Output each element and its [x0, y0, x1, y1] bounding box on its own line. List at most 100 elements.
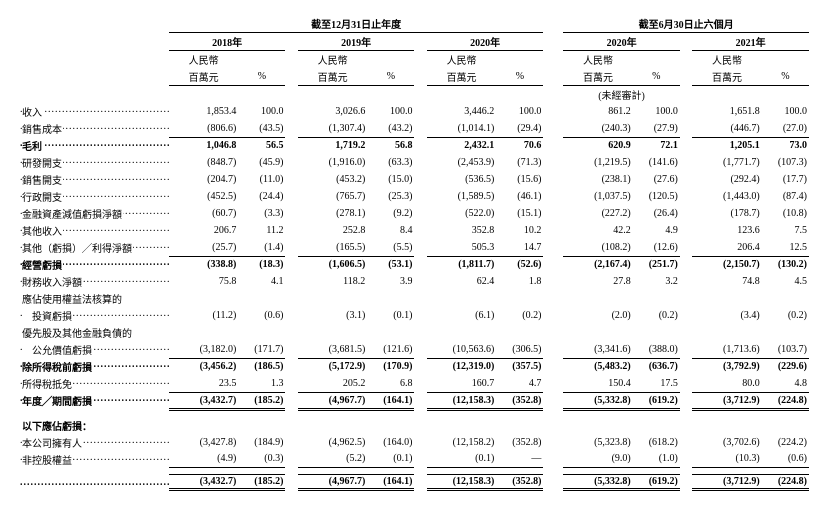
- cell-value: (1,589.5): [427, 188, 496, 205]
- cell-value: (130.2): [762, 256, 809, 273]
- row-label: 年度╱期間虧損: [20, 392, 169, 409]
- unaudited-label: (未經審計): [563, 86, 680, 104]
- cell-value: (388.0): [633, 341, 680, 358]
- cell-value: (238.1): [563, 171, 632, 188]
- cell-value: 1,205.1: [692, 137, 761, 154]
- cell-value: 8.4: [367, 222, 414, 239]
- cell-value: (4,967.7): [298, 475, 367, 490]
- cell-value: (1,771.7): [692, 154, 761, 171]
- cell-value: [367, 324, 414, 341]
- cell-value: 123.6: [692, 222, 761, 239]
- cell-value: [238, 417, 285, 434]
- cell-value: [367, 417, 414, 434]
- row-label: 投資虧損: [20, 307, 169, 324]
- table-row: 行政開支(452.5)(24.4)(765.7)(25.3)(1,589.5)(…: [20, 188, 809, 205]
- table-row: 毛利1,046.856.51,719.256.82,432.170.6620.9…: [20, 137, 809, 154]
- cell-value: (227.2): [563, 205, 632, 222]
- cell-value: (251.7): [633, 256, 680, 273]
- table-row: 銷售成本(806.6)(43.5)(1,307.4)(43.2)(1,014.1…: [20, 120, 809, 137]
- cell-value: (0.2): [762, 307, 809, 324]
- row-label: 所得稅抵免: [20, 375, 169, 392]
- cell-value: (53.1): [367, 256, 414, 273]
- cell-value: (63.3): [367, 154, 414, 171]
- cell-value: (2,150.7): [692, 256, 761, 273]
- cell-value: 73.0: [762, 137, 809, 154]
- cell-value: (1,713.6): [692, 341, 761, 358]
- cell-value: (806.6): [169, 120, 238, 137]
- cell-value: (184.9): [238, 434, 285, 451]
- cell-value: (3.3): [238, 205, 285, 222]
- cell-value: 100.0: [496, 103, 543, 120]
- cell-value: (278.1): [298, 205, 367, 222]
- table-row: 財務收入淨額75.84.1118.23.962.41.827.83.274.84…: [20, 273, 809, 290]
- cell-value: 352.8: [427, 222, 496, 239]
- cell-value: (352.8): [496, 434, 543, 451]
- financial-table: 截至12月31日止年度 截至6月30日止六個月 2018年 2019年 2020…: [20, 15, 809, 491]
- cell-value: (3,712.9): [692, 475, 761, 490]
- cell-value: (0.1): [367, 451, 414, 468]
- row-label: 經營虧損: [20, 256, 169, 273]
- cell-value: (3,427.8): [169, 434, 238, 451]
- cell-value: (224.8): [762, 475, 809, 490]
- cell-value: 1,651.8: [692, 103, 761, 120]
- cell-value: [238, 324, 285, 341]
- row-label: 其他（虧損）╱利得淨額: [20, 239, 169, 256]
- cell-value: (12,158.2): [427, 434, 496, 451]
- cell-value: [427, 290, 496, 307]
- cell-value: (103.7): [762, 341, 809, 358]
- cell-value: (536.5): [427, 171, 496, 188]
- cell-value: (87.4): [762, 188, 809, 205]
- row-label: 毛利: [20, 137, 169, 154]
- col-2019: 2019年: [298, 33, 415, 51]
- cell-value: (12,319.0): [427, 358, 496, 375]
- cell-value: (352.8): [496, 475, 543, 490]
- cell-value: (120.5): [633, 188, 680, 205]
- cell-value: [762, 417, 809, 434]
- cell-value: (306.5): [496, 341, 543, 358]
- table-row: 金融資產減值虧損淨額(60.7)(3.3)(278.1)(9.2)(522.0)…: [20, 205, 809, 222]
- cell-value: (27.9): [633, 120, 680, 137]
- table-row: 公允價值虧損(3,182.0)(171.7)(3,681.5)(121.6)(1…: [20, 341, 809, 358]
- cell-value: [496, 290, 543, 307]
- col-h2021: 2021年: [692, 33, 809, 51]
- cell-value: (1,916.0): [298, 154, 367, 171]
- cell-value: (619.2): [633, 475, 680, 490]
- cell-value: (357.5): [496, 358, 543, 375]
- row-label: [20, 475, 169, 490]
- cell-value: (11.2): [169, 307, 238, 324]
- cell-value: 1.8: [496, 273, 543, 290]
- cell-value: 4.9: [633, 222, 680, 239]
- cell-value: (6.1): [427, 307, 496, 324]
- header-six-months: 截至6月30日止六個月: [563, 15, 809, 33]
- cell-value: (5,323.8): [563, 434, 632, 451]
- cell-value: [563, 324, 632, 341]
- cell-value: (5.5): [367, 239, 414, 256]
- cell-value: (0.1): [367, 307, 414, 324]
- cell-value: (10,563.6): [427, 341, 496, 358]
- row-label: 銷售開支: [20, 171, 169, 188]
- cell-value: (3,182.0): [169, 341, 238, 358]
- cell-value: [169, 417, 238, 434]
- table-row: 本公司擁有人(3,427.8)(184.9)(4,962.5)(164.0)(1…: [20, 434, 809, 451]
- cell-value: 23.5: [169, 375, 238, 392]
- cell-value: 1.3: [238, 375, 285, 392]
- cell-value: 75.8: [169, 273, 238, 290]
- cell-value: (29.4): [496, 120, 543, 137]
- cell-value: (165.5): [298, 239, 367, 256]
- cell-value: (3,792.9): [692, 358, 761, 375]
- cell-value: (1,811.7): [427, 256, 496, 273]
- cell-value: (4.9): [169, 451, 238, 468]
- cell-value: (0.2): [633, 307, 680, 324]
- cell-value: 206.7: [169, 222, 238, 239]
- cell-value: (3,702.6): [692, 434, 761, 451]
- cell-value: (43.2): [367, 120, 414, 137]
- cell-value: [427, 417, 496, 434]
- cell-value: 160.7: [427, 375, 496, 392]
- cell-value: [762, 290, 809, 307]
- table-row: 其他收入206.711.2252.88.4352.810.242.24.9123…: [20, 222, 809, 239]
- cell-value: [692, 324, 761, 341]
- table-row: 經營虧損(338.8)(18.3)(1,606.5)(53.1)(1,811.7…: [20, 256, 809, 273]
- cell-value: (10.3): [692, 451, 761, 468]
- cell-value: (25.7): [169, 239, 238, 256]
- cell-value: (170.9): [367, 358, 414, 375]
